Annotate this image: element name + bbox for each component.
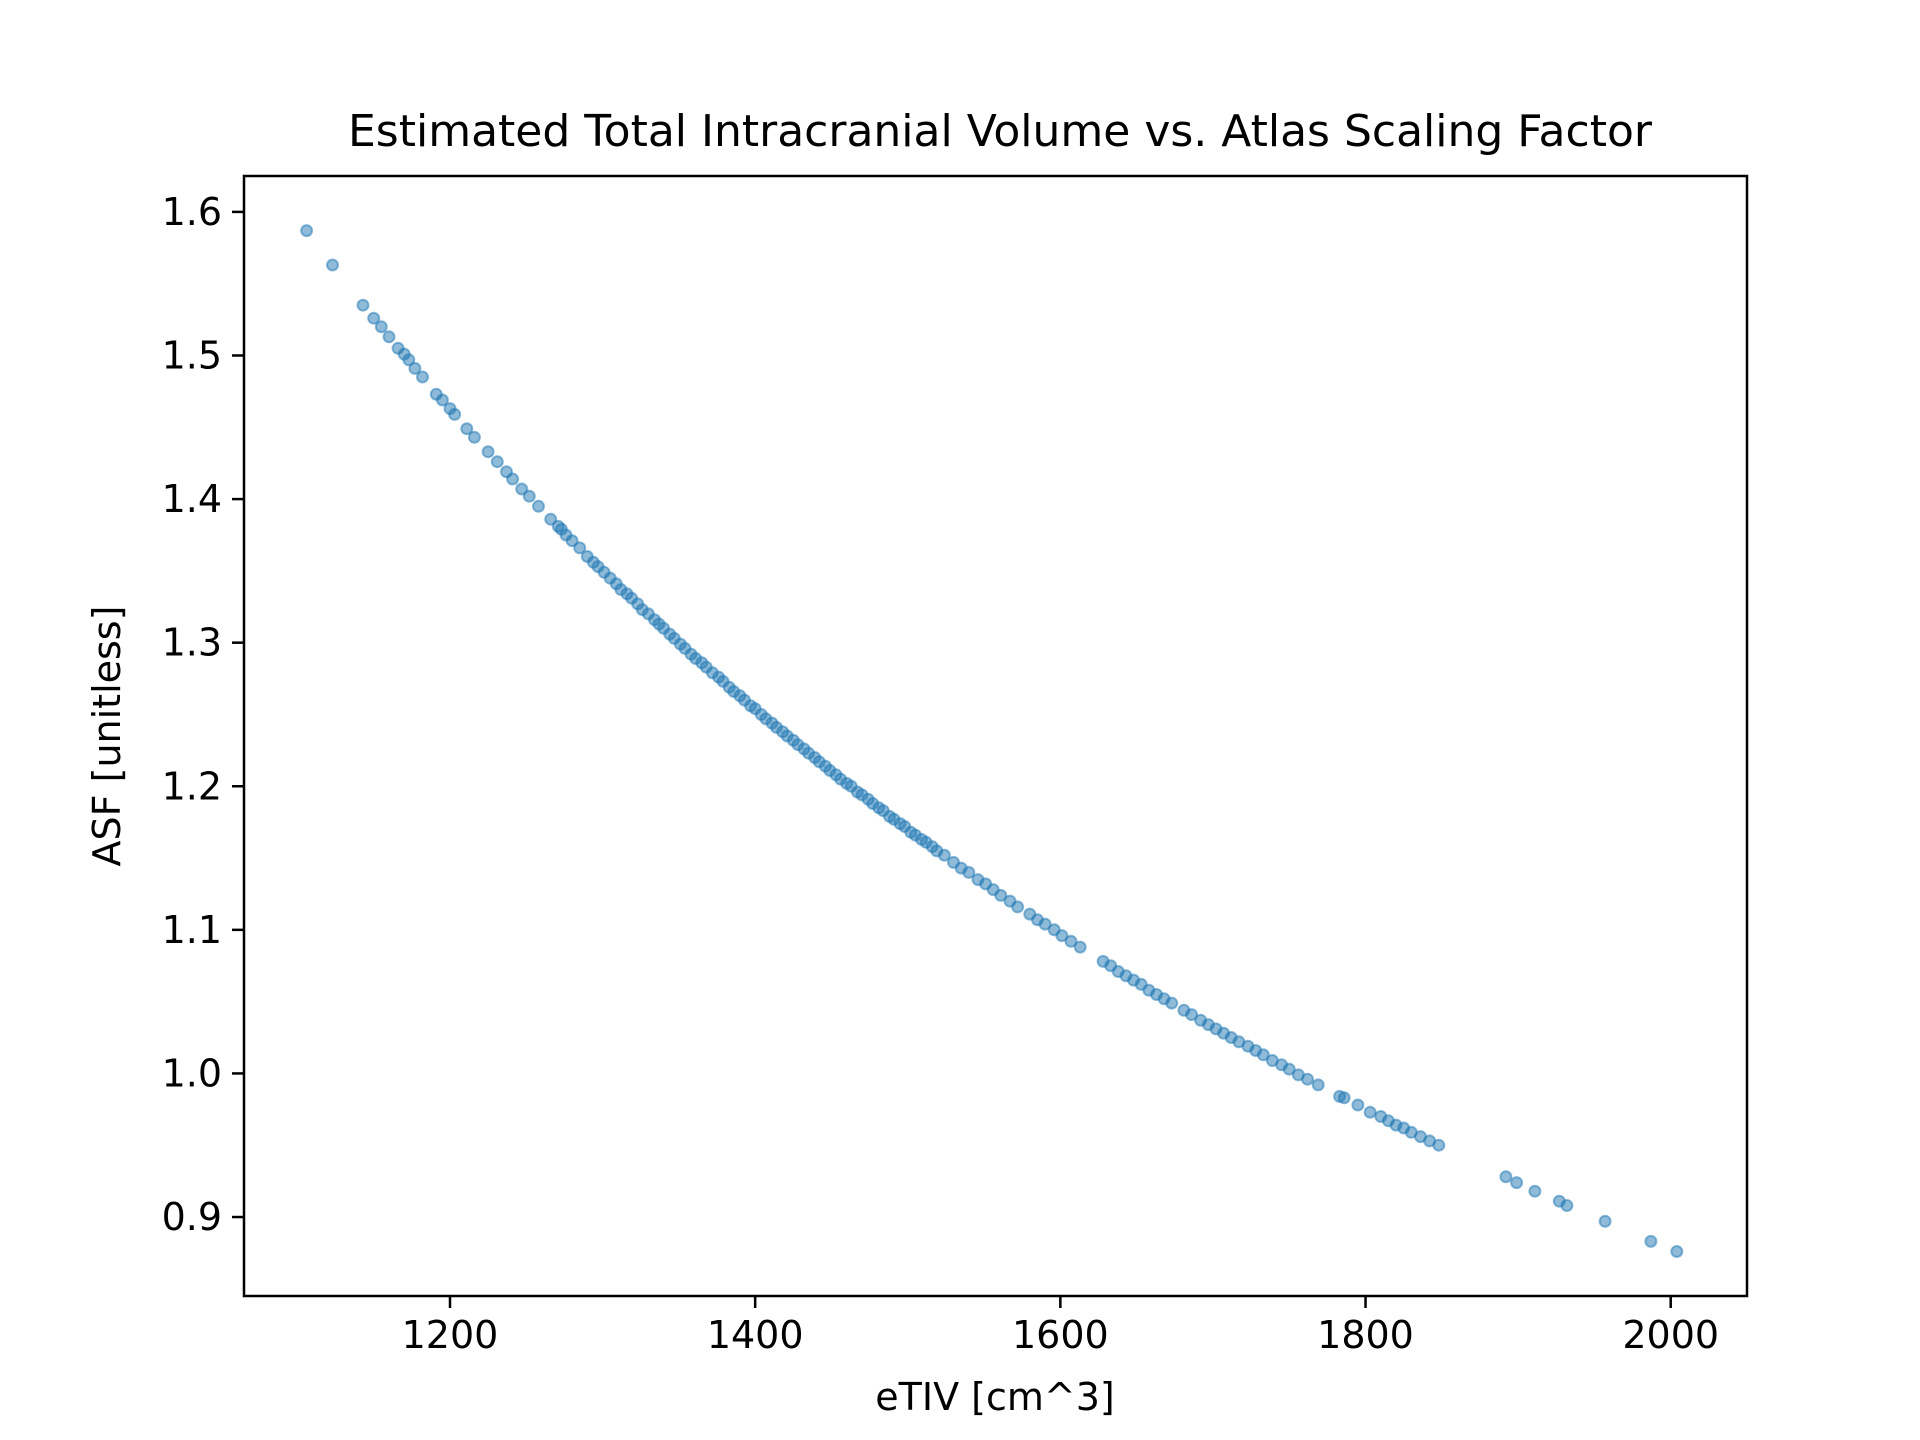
scatter-point: [994, 888, 1008, 902]
scatter-point: [402, 353, 416, 367]
scatter-point: [1432, 1138, 1446, 1152]
y-tick-label: 0.9: [162, 1195, 222, 1239]
x-tick-label: 1400: [707, 1313, 804, 1357]
y-tick-label: 1.6: [162, 190, 222, 234]
scatter-point: [356, 298, 370, 312]
x-axis-label: eTIV [cm^3]: [875, 1375, 1114, 1419]
scatter-point: [506, 472, 520, 486]
data-points: [300, 224, 1684, 1258]
x-tick-label: 1200: [402, 1313, 499, 1357]
scatter-point: [1560, 1199, 1574, 1212]
x-tick-label: 2000: [1622, 1313, 1719, 1357]
scatter-point: [565, 534, 579, 548]
scatter-point: [448, 407, 462, 421]
y-tick-label: 1.4: [162, 477, 222, 521]
scatter-point: [1510, 1176, 1524, 1190]
scatter-point: [1337, 1091, 1351, 1105]
x-tick-label: 1600: [1012, 1313, 1109, 1357]
y-tick-label: 1.1: [162, 908, 222, 952]
scatter-point: [326, 258, 339, 272]
scatter-point: [1670, 1245, 1684, 1258]
scatter-point: [1644, 1234, 1658, 1248]
scatter-point: [460, 422, 474, 436]
scatter-point: [490, 455, 504, 469]
y-axis-label: ASF [unitless]: [85, 606, 129, 867]
scatter-point: [382, 330, 396, 344]
scatter-point: [1363, 1105, 1377, 1119]
scatter-point: [416, 370, 429, 384]
scatter-point: [481, 445, 495, 459]
scatter-point: [532, 499, 545, 513]
y-tick-label: 1.5: [162, 333, 222, 377]
scatter-point: [1185, 1008, 1199, 1022]
scatter-point: [1073, 940, 1087, 954]
scatter-point: [408, 361, 422, 375]
y-tick-label: 1.0: [162, 1051, 222, 1095]
y-tick-label: 1.3: [162, 621, 222, 665]
scatter-point: [1351, 1098, 1365, 1112]
x-tick-label: 1800: [1317, 1313, 1414, 1357]
scatter-point: [544, 512, 558, 526]
scatter-point: [1499, 1170, 1513, 1184]
scatter-point: [1528, 1184, 1542, 1198]
scatter-point: [1165, 996, 1179, 1010]
scatter-point: [435, 393, 449, 407]
y-tick-label: 1.2: [162, 764, 222, 808]
scatter-point: [515, 482, 529, 496]
scatter-point: [573, 541, 587, 555]
axis-ticks: 1200 1400 1600 1800 2000 0.9 1.0 1.1 1.2 1.3 1.4 1.…: [162, 190, 1720, 1357]
scatter-point: [962, 865, 976, 879]
scatter-point: [367, 311, 381, 325]
scatter-point: [937, 848, 951, 862]
scatter-point: [1311, 1078, 1325, 1092]
scatter-point: [1064, 934, 1078, 948]
scatter-point: [1256, 1048, 1270, 1062]
plot-frame: [242, 174, 1749, 1298]
chart-title: Estimated Total Intracranial Volume vs. …: [348, 106, 1653, 157]
scatter-point: [522, 489, 536, 503]
scatter-point: [1598, 1214, 1612, 1228]
scatter-point: [300, 224, 314, 238]
scatter-point: [467, 430, 481, 444]
scatter-point: [1055, 929, 1069, 943]
scatter-point: [1038, 917, 1052, 931]
scatter-point: [374, 320, 388, 334]
scatter-point: [1282, 1062, 1296, 1076]
scatter-point: [1011, 900, 1025, 914]
scatter-point: [1301, 1072, 1314, 1086]
